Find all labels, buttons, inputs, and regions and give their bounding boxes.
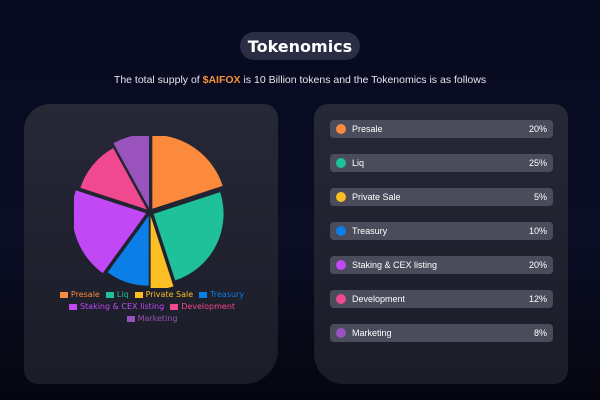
- legend-label: Private Sale: [145, 290, 194, 299]
- allocation-label: Private Sale: [352, 192, 401, 202]
- pie-slice-liq: [153, 192, 224, 281]
- page-title-text: Tokenomics: [247, 36, 353, 56]
- allocation-color-dot: [336, 226, 346, 236]
- allocation-label: Liq: [352, 158, 365, 168]
- pie-slice-presale: [152, 136, 223, 209]
- legend-swatch: [59, 292, 68, 298]
- legend-item: Staking & CEX listing: [68, 301, 165, 313]
- legend-label: Development: [181, 302, 236, 311]
- legend-item: Marketing: [126, 313, 178, 325]
- allocation-label: Treasury: [352, 226, 388, 236]
- allocation-percent: 8%: [533, 328, 547, 338]
- tokenomics-pie-chart: [74, 136, 224, 288]
- allocation-row: Marketing 8%: [330, 324, 553, 342]
- allocation-row: Staking & CEX listing 20%: [330, 256, 553, 274]
- legend-swatch: [199, 292, 208, 298]
- allocation-label: Staking & CEX listing: [352, 260, 438, 270]
- allocation-row: Treasury 10%: [330, 222, 553, 240]
- allocation-percent: 10%: [528, 226, 547, 236]
- legend-label: Treasury: [210, 290, 245, 299]
- pie-slice-marketing: [113, 136, 150, 209]
- allocation-color-dot: [336, 328, 346, 338]
- allocation-percent: 20%: [528, 260, 547, 270]
- legend-swatch: [134, 292, 143, 298]
- allocation-color-dot: [336, 260, 346, 270]
- allocation-percent: 12%: [528, 294, 547, 304]
- allocation-label: Development: [352, 294, 406, 304]
- supply-description-suffix: is 10 Billion tokens and the Tokenomics …: [240, 74, 487, 86]
- allocation-color-dot: [336, 192, 346, 202]
- allocation-percent: 5%: [533, 192, 547, 202]
- allocation-percent: 25%: [528, 158, 547, 168]
- allocation-row: Liq 25%: [330, 154, 553, 172]
- allocation-row: Development 12%: [330, 290, 553, 308]
- legend-label: Liq: [116, 290, 129, 299]
- legend-label: Marketing: [137, 314, 178, 323]
- allocation-row: Private Sale 5%: [330, 188, 553, 206]
- pie-slice-private-sale: [150, 215, 174, 288]
- legend-swatch: [126, 316, 135, 322]
- pie-slice-development: [80, 148, 147, 210]
- supply-description: The total supply of $AIFOX is 10 Billion…: [0, 74, 600, 86]
- allocation-color-dot: [336, 124, 346, 134]
- supply-description-prefix: The total supply of: [113, 74, 203, 86]
- allocation-color-dot: [336, 158, 346, 168]
- allocation-label: Marketing: [352, 328, 392, 338]
- allocation-list: Presale 20% Liq 25% Private Sale 5% Treasury 10…: [330, 120, 553, 358]
- pie-slice-treasury: [107, 215, 149, 286]
- allocation-percent: 20%: [528, 124, 547, 134]
- allocation-label: Presale: [352, 124, 383, 134]
- legend-label: Presale: [70, 290, 100, 299]
- legend-swatch: [170, 304, 179, 310]
- chart-legend: Presale Liq Private Sale Treasury Staking & …: [52, 289, 252, 325]
- page-title: Tokenomics: [240, 32, 360, 60]
- legend-swatch: [68, 304, 77, 310]
- legend-swatch: [105, 292, 114, 298]
- legend-item: Development: [170, 301, 235, 313]
- legend-item: Liq: [105, 289, 129, 301]
- pie-slice-staking-cex-listing: [74, 190, 147, 274]
- allocation-color-dot: [336, 294, 346, 304]
- legend-item: Private Sale: [134, 289, 194, 301]
- allocation-row: Presale 20%: [330, 120, 553, 138]
- legend-item: Presale: [59, 289, 100, 301]
- legend-label: Staking & CEX listing: [79, 302, 165, 311]
- token-symbol: $AIFOX: [202, 74, 241, 86]
- legend-item: Treasury: [199, 289, 244, 301]
